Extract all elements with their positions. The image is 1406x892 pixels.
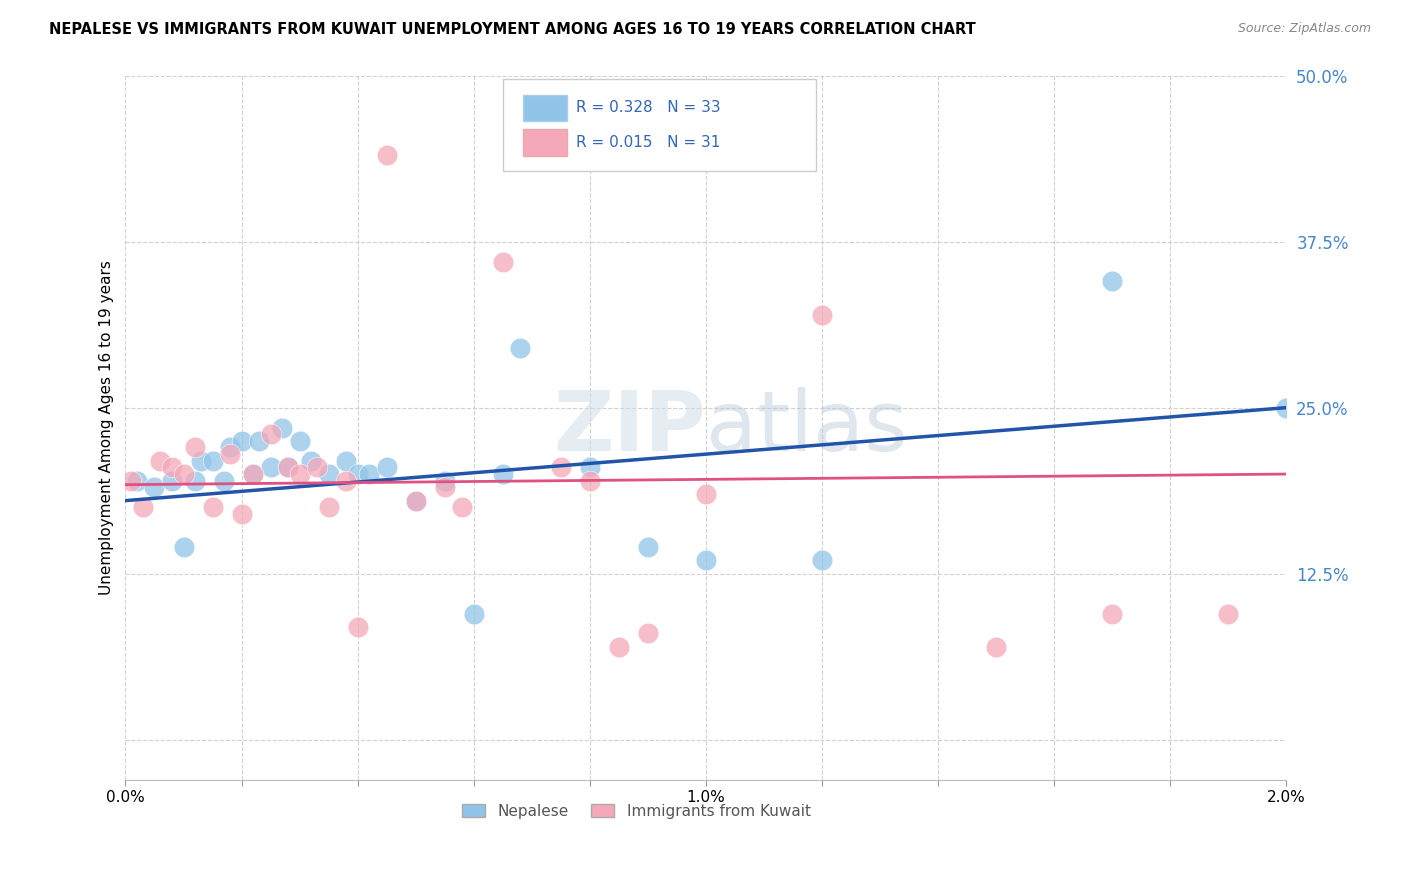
Point [190, 454, 212, 468]
Point [550, 460, 572, 475]
Point [811, 553, 834, 567]
Text: R = 0.328   N = 33: R = 0.328 N = 33 [576, 101, 720, 115]
Point [335, 474, 357, 488]
Point [405, 493, 427, 508]
Point [346, 620, 368, 634]
Point [201, 454, 224, 468]
Point [247, 434, 270, 448]
Point [160, 474, 183, 488]
Text: R = 0.015   N = 31: R = 0.015 N = 31 [576, 135, 720, 150]
Point [288, 434, 311, 448]
Point [173, 540, 195, 554]
Point [173, 467, 195, 481]
Point [212, 474, 235, 488]
Point [1218, 607, 1240, 621]
Point [259, 427, 281, 442]
Text: ZIP: ZIP [554, 387, 706, 468]
Point [318, 500, 340, 515]
Point [288, 467, 311, 481]
Point [811, 308, 834, 322]
Point [986, 640, 1008, 654]
Text: NEPALESE VS IMMIGRANTS FROM KUWAIT UNEMPLOYMENT AMONG AGES 16 TO 19 YEARS CORREL: NEPALESE VS IMMIGRANTS FROM KUWAIT UNEMP… [49, 22, 976, 37]
Point [492, 254, 515, 268]
Point [695, 487, 717, 501]
Y-axis label: Unemployment Among Ages 16 to 19 years: Unemployment Among Ages 16 to 19 years [100, 260, 114, 595]
FancyBboxPatch shape [503, 79, 817, 170]
Point [318, 467, 340, 481]
Point [184, 474, 207, 488]
Point [277, 460, 299, 475]
Point [1101, 275, 1123, 289]
Point [359, 467, 381, 481]
Point [1101, 607, 1123, 621]
Point [143, 480, 166, 494]
Point [184, 441, 207, 455]
Legend: Nepalese, Immigrants from Kuwait: Nepalese, Immigrants from Kuwait [456, 797, 817, 825]
Point [433, 480, 456, 494]
Point [299, 454, 322, 468]
Point [492, 467, 515, 481]
Point [579, 460, 602, 475]
FancyBboxPatch shape [523, 95, 567, 121]
Point [509, 341, 531, 355]
Point [451, 500, 474, 515]
Point [305, 460, 328, 475]
Point [346, 467, 368, 481]
Point [219, 447, 242, 461]
Point [375, 460, 398, 475]
Point [637, 626, 659, 640]
Point [149, 454, 172, 468]
Point [219, 441, 242, 455]
FancyBboxPatch shape [523, 129, 567, 156]
Point [579, 474, 602, 488]
Text: Source: ZipAtlas.com: Source: ZipAtlas.com [1237, 22, 1371, 36]
Point [231, 507, 253, 521]
Point [271, 420, 294, 434]
Point [405, 493, 427, 508]
Point [375, 148, 398, 162]
Point [433, 474, 456, 488]
Point [242, 467, 264, 481]
Text: atlas: atlas [706, 387, 908, 468]
Point [277, 460, 299, 475]
Point [120, 474, 142, 488]
Point [695, 553, 717, 567]
Point [231, 434, 253, 448]
Point [125, 474, 148, 488]
Point [1275, 401, 1298, 415]
Point [335, 454, 357, 468]
Point [160, 460, 183, 475]
Point [259, 460, 281, 475]
Point [242, 467, 264, 481]
Point [637, 540, 659, 554]
Point [607, 640, 630, 654]
Point [132, 500, 155, 515]
Point [201, 500, 224, 515]
Point [463, 607, 485, 621]
